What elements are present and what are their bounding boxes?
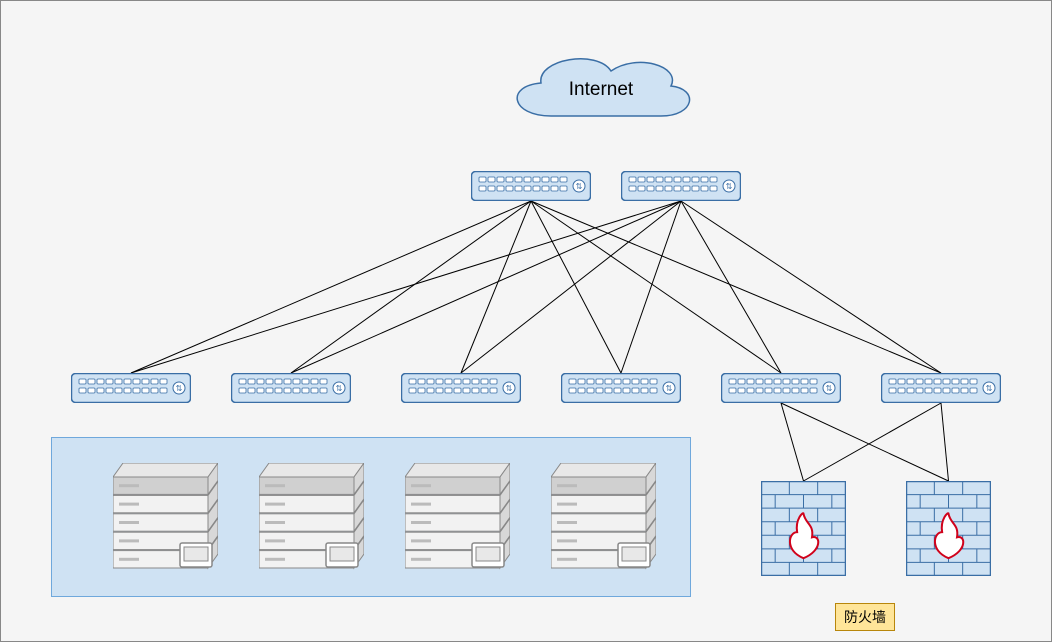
network-switch: ⇅	[621, 171, 741, 206]
firewall-label: 防火墙	[835, 603, 895, 631]
network-switch: ⇅	[71, 373, 191, 408]
svg-text:⇅: ⇅	[726, 182, 733, 191]
server-rack	[259, 463, 364, 578]
cloud-label: Internet	[501, 79, 701, 101]
svg-text:⇅: ⇅	[826, 384, 833, 393]
svg-text:⇅: ⇅	[576, 182, 583, 191]
firewall	[761, 481, 846, 581]
server-rack	[113, 463, 218, 578]
network-switch: ⇅	[471, 171, 591, 206]
firewall	[906, 481, 991, 581]
server-rack	[551, 463, 656, 578]
internet-cloud: Internet	[501, 41, 701, 141]
network-switch: ⇅	[881, 373, 1001, 408]
diagram-canvas: Internet 防火墙 ⇅ ⇅ ⇅ ⇅ ⇅ ⇅ ⇅ ⇅	[0, 0, 1052, 642]
network-switch: ⇅	[721, 373, 841, 408]
server-rack	[405, 463, 510, 578]
svg-text:⇅: ⇅	[176, 384, 183, 393]
svg-text:⇅: ⇅	[506, 384, 513, 393]
svg-text:⇅: ⇅	[666, 384, 673, 393]
svg-text:⇅: ⇅	[336, 384, 343, 393]
network-switch: ⇅	[401, 373, 521, 408]
network-switch: ⇅	[231, 373, 351, 408]
network-switch: ⇅	[561, 373, 681, 408]
svg-text:⇅: ⇅	[986, 384, 993, 393]
